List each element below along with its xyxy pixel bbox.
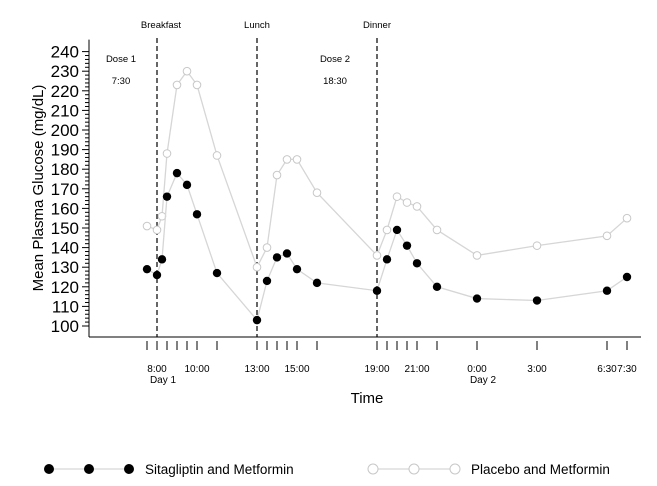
data-point-placebo (212, 151, 222, 160)
data-point-placebo (262, 243, 272, 252)
data-point-sitagliptin (282, 249, 292, 258)
data-point-sitagliptin (312, 278, 322, 288)
y-tick-label: 190 (51, 141, 79, 160)
data-point-sitagliptin (292, 264, 302, 274)
x-tick-label: 19:00 (364, 364, 389, 375)
y-tick-label: 160 (51, 199, 79, 218)
x-tick-label: 10:00 (184, 364, 209, 375)
y-axis-label: Mean Plasma Glucose (mg/dL) (30, 85, 47, 292)
meal-events: Breakfast Lunch Dinner Dose 1 7:30 Dose 2 18:3… (106, 20, 391, 337)
x-tick-label: 8:00 (147, 364, 167, 375)
legend-marker-placebo (367, 463, 379, 475)
series-line-sitagliptin (146, 171, 628, 322)
legend-marker-sitagliptin (84, 464, 94, 474)
data-point-sitagliptin (172, 168, 182, 178)
y-tick-label: 100 (51, 317, 79, 336)
data-point-sitagliptin (602, 286, 612, 295)
y-tick-label: 230 (51, 62, 79, 81)
data-point-placebo (402, 198, 412, 207)
meal-event-label: Dinner (363, 20, 391, 31)
y-tick-label: 130 (51, 258, 79, 277)
y-tick-label: 210 (51, 101, 79, 120)
data-point-sitagliptin (262, 276, 272, 286)
data-point-placebo (192, 80, 202, 90)
data-point-sitagliptin (272, 253, 282, 262)
data-point-placebo (392, 192, 402, 201)
dose-label: Dose 2 (320, 54, 350, 65)
data-point-placebo (382, 225, 392, 235)
x-tick-label: 0:00 (467, 364, 487, 375)
data-point-sitagliptin (372, 286, 382, 295)
data-point-sitagliptin (142, 264, 152, 274)
data-point-placebo (372, 251, 382, 260)
y-tick-label: 140 (51, 239, 79, 258)
data-point-sitagliptin (392, 225, 402, 235)
y-tick-label: 110 (52, 297, 79, 316)
data-point-sitagliptin (532, 296, 542, 305)
dose-time-label: 18:30 (323, 76, 347, 87)
dose-time-label: 7:30 (112, 76, 131, 87)
data-point-placebo (472, 251, 482, 260)
legend-marker-placebo (408, 463, 420, 475)
y-tick-label: 150 (51, 219, 79, 238)
x-tick-label: 15:00 (284, 364, 309, 375)
day-label: Day 2 (470, 375, 497, 386)
data-point-placebo (292, 155, 302, 164)
x-tick-label: 6:30 (597, 364, 617, 375)
y-tick-label: 180 (51, 160, 79, 179)
data-point-sitagliptin (212, 268, 222, 278)
series-group (142, 66, 632, 325)
y-tick-label: 200 (51, 121, 79, 140)
x-tick-label: 7:30 (617, 364, 637, 375)
legend-marker-sitagliptin (124, 464, 134, 474)
data-point-placebo (172, 80, 182, 90)
x-tick-label: 3:00 (527, 364, 547, 375)
x-tick-label: 13:00 (244, 364, 269, 375)
data-point-placebo (162, 149, 172, 158)
data-point-sitagliptin (472, 294, 482, 303)
data-point-sitagliptin (162, 192, 172, 201)
x-tick-label: 21:00 (404, 364, 429, 375)
data-point-sitagliptin (157, 255, 167, 264)
data-point-placebo (622, 213, 632, 223)
data-point-sitagliptin (192, 210, 202, 219)
y-tick-label: 220 (51, 82, 79, 101)
data-point-sitagliptin (252, 315, 262, 325)
data-point-placebo (272, 170, 282, 180)
data-point-sitagliptin (622, 272, 632, 282)
y-axis: 1001101201301401501601701801902002102202… (51, 39, 90, 337)
data-point-placebo (152, 225, 162, 235)
legend: Sitagliptin and Metformin Placebo and Met… (44, 462, 610, 477)
data-point-sitagliptin (432, 282, 442, 291)
data-point-placebo (412, 202, 422, 211)
legend-label-sitagliptin: Sitagliptin and Metformin (145, 462, 294, 477)
y-tick-label: 240 (51, 43, 79, 62)
data-point-placebo (532, 241, 542, 250)
y-tick-label: 120 (51, 278, 79, 297)
x-axis: 8:00 10:00 13:00 15:00 19:00 21:00 0:00 3:00 6:3… (89, 336, 641, 386)
legend-marker-sitagliptin (44, 464, 54, 474)
data-point-placebo (432, 225, 442, 235)
legend-marker-placebo (449, 463, 461, 475)
meal-event-label: Breakfast (141, 20, 181, 31)
dose-label: Dose 1 (106, 54, 136, 65)
legend-label-placebo: Placebo and Metformin (471, 462, 610, 477)
data-point-placebo (282, 155, 292, 164)
day-label: Day 1 (150, 375, 177, 386)
data-point-placebo (252, 262, 262, 272)
data-point-sitagliptin (402, 241, 412, 250)
data-point-sitagliptin (412, 259, 422, 268)
data-point-placebo (182, 66, 192, 76)
data-point-sitagliptin (152, 270, 162, 280)
data-point-sitagliptin (182, 180, 192, 190)
data-point-sitagliptin (382, 255, 392, 264)
data-point-placebo (312, 188, 322, 198)
data-point-placebo (142, 221, 152, 231)
series-line-placebo (146, 70, 628, 269)
x-axis-label: Time (351, 390, 384, 407)
data-point-placebo (602, 231, 612, 241)
y-tick-label: 170 (51, 180, 79, 199)
meal-event-label: Lunch (244, 20, 270, 31)
